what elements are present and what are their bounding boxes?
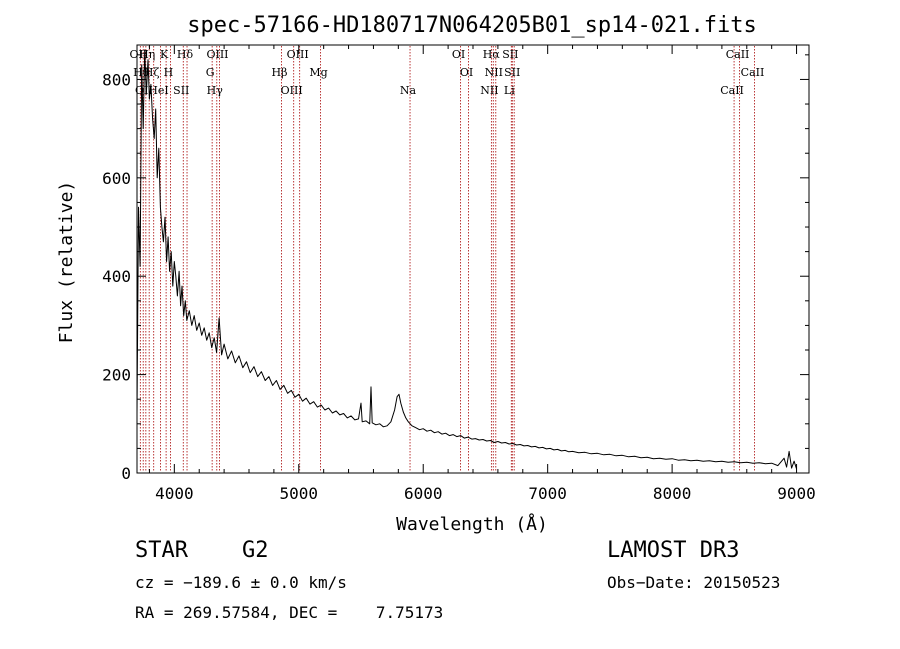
line-label-9: Hδ — [177, 48, 194, 61]
line-label-3: Hη — [139, 48, 155, 61]
x-tick-label-7000: 7000 — [528, 484, 567, 503]
x-tick-label-6000: 6000 — [404, 484, 443, 503]
line-label-25: SII — [504, 66, 520, 79]
x-axis-label: Wavelength (Å) — [396, 513, 548, 535]
survey-name: LAMOST DR3 — [607, 538, 740, 563]
y-tick-label-200: 200 — [102, 366, 131, 385]
line-label-27: CaII — [726, 48, 750, 61]
line-label-14: OIII — [281, 84, 303, 97]
line-label-6: K — [160, 48, 169, 61]
line-label-5: HeI — [148, 84, 168, 97]
y-axis-label: Flux (relative) — [56, 181, 77, 344]
y-tick-label-0: 0 — [121, 464, 131, 483]
line-label-13: Hβ — [272, 66, 288, 79]
x-tick-label-5000: 5000 — [280, 484, 319, 503]
line-label-15: OIII — [287, 48, 309, 61]
object-subclass: G2 — [242, 538, 269, 563]
y-tick-label-400: 400 — [102, 267, 131, 286]
spectral-line-labels: OIIHθOIIHηHζHeIKHSIIHδGHγOIIIHβOIIIOIIIM… — [130, 48, 765, 97]
obs-date: Obs−Date: 20150523 — [607, 573, 781, 592]
x-tick-label-9000: 9000 — [777, 484, 816, 503]
line-label-26: CaII — [720, 84, 744, 97]
flux-series-line — [136, 49, 798, 470]
line-label-11: Hγ — [207, 84, 224, 97]
line-label-16: Mg — [309, 66, 327, 79]
y-tick-label-800: 800 — [102, 70, 131, 89]
line-label-19: OI — [460, 66, 473, 79]
coordinates: RA = 269.57584, DEC = 7.75173 — [135, 603, 444, 622]
y-axis-ticks: 0 200 400 600 800 — [102, 54, 809, 483]
line-label-18: OI — [452, 48, 465, 61]
spectral-line-markers — [139, 46, 755, 472]
plot-frame — [136, 44, 810, 474]
line-label-21: Hα — [483, 48, 501, 61]
line-label-23: Li — [504, 84, 515, 97]
chart-title: spec-57166-HD180717N064205B01_sp14-021.f… — [187, 13, 757, 38]
line-label-12: OIII — [206, 48, 228, 61]
line-label-17: Na — [400, 84, 417, 97]
y-tick-label-600: 600 — [102, 169, 131, 188]
line-label-10: G — [206, 66, 215, 79]
line-label-20: NII — [480, 84, 498, 97]
redshift-readout: cz = −189.6 ± 0.0 km/s — [135, 573, 347, 592]
line-label-4: Hζ — [144, 66, 160, 79]
line-label-8: SII — [173, 84, 189, 97]
line-label-7: H — [164, 66, 174, 79]
x-tick-label-8000: 8000 — [653, 484, 692, 503]
line-label-28: CaII — [741, 66, 765, 79]
object-class: STAR — [135, 538, 188, 563]
x-axis-ticks: 4000 5000 6000 7000 8000 9000 — [148, 45, 816, 503]
line-label-24: SII — [502, 48, 518, 61]
x-tick-label-4000: 4000 — [155, 484, 194, 503]
line-label-22: NII — [485, 66, 503, 79]
